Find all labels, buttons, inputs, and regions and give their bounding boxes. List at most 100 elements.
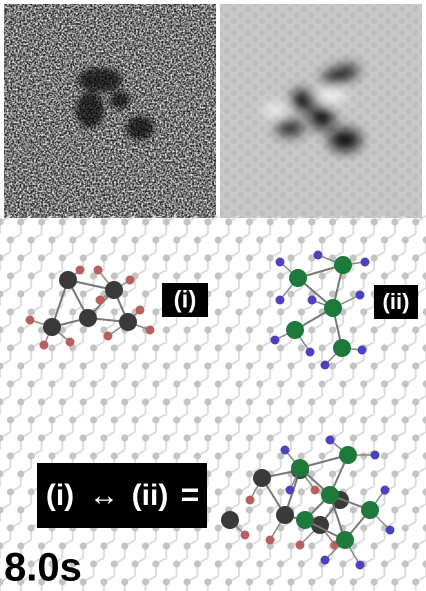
atom [183,434,190,441]
small-atom [326,436,335,445]
atom [80,362,87,369]
atom [225,398,232,405]
large-atom [333,339,351,357]
atom [7,344,14,351]
atom [215,308,222,315]
atom [277,416,284,423]
atom [246,290,253,297]
raw-micrograph [4,4,216,218]
atom [277,308,284,315]
atom [142,290,149,297]
large-atom [79,309,97,327]
atom [48,452,55,459]
atom [391,362,398,369]
atom [121,542,128,549]
atom [215,344,222,351]
atom [371,398,378,405]
time-label: 8.0s [4,546,82,590]
atom [48,380,55,387]
atom [256,452,263,459]
atom [142,398,149,405]
small-atom [96,296,105,305]
atom [90,344,97,351]
atom [256,488,263,495]
atom [28,380,35,387]
small-atom [356,561,365,570]
atom [183,578,190,585]
atom [277,488,284,495]
atom [69,308,76,315]
atom [142,362,149,369]
atom [381,344,388,351]
atom [235,560,242,567]
atom [7,416,14,423]
large-atom [336,531,354,549]
atom [412,506,419,513]
atom [412,542,419,549]
atom [225,218,232,225]
atom [381,380,388,387]
atom [80,326,87,333]
atom [152,236,159,243]
atom [319,344,326,351]
atom [163,218,170,225]
atom [59,362,66,369]
atom [371,326,378,333]
atom [267,290,274,297]
atom [402,416,409,423]
atom [28,344,35,351]
atom [204,398,211,405]
atom [267,434,274,441]
small-atom [271,336,280,345]
atom [329,398,336,405]
atom [339,236,346,243]
atom [80,398,87,405]
atom [391,506,398,513]
atom [298,236,305,243]
atom [204,326,211,333]
atom [17,434,24,441]
atom [7,488,14,495]
atom [246,326,253,333]
atom [7,236,14,243]
atom [277,560,284,567]
large-atom [339,446,357,464]
atom [194,344,201,351]
atom [360,236,367,243]
atom [308,542,315,549]
atom [350,362,357,369]
atom [277,380,284,387]
atom [329,578,336,585]
atom [235,416,242,423]
atom [402,272,409,279]
atom [246,470,253,477]
atom [28,524,35,531]
small-atom [66,338,75,347]
atom [225,542,232,549]
atom [215,488,222,495]
small-atom [381,486,390,495]
atom [121,362,128,369]
atom [204,434,211,441]
atom [163,542,170,549]
atom [277,272,284,279]
atom [100,362,107,369]
atom [173,416,180,423]
atom [360,380,367,387]
atom [267,326,274,333]
atom [246,398,253,405]
atom [152,272,159,279]
atom [121,218,128,225]
atom [371,254,378,261]
atom [17,254,24,261]
atom [152,344,159,351]
atom [360,452,367,459]
atom [319,416,326,423]
atom [111,560,118,567]
atom [350,254,357,261]
atom [152,308,159,315]
atom [412,434,419,441]
large-atom [221,511,239,529]
small-atom [246,496,255,505]
atom [28,452,35,459]
